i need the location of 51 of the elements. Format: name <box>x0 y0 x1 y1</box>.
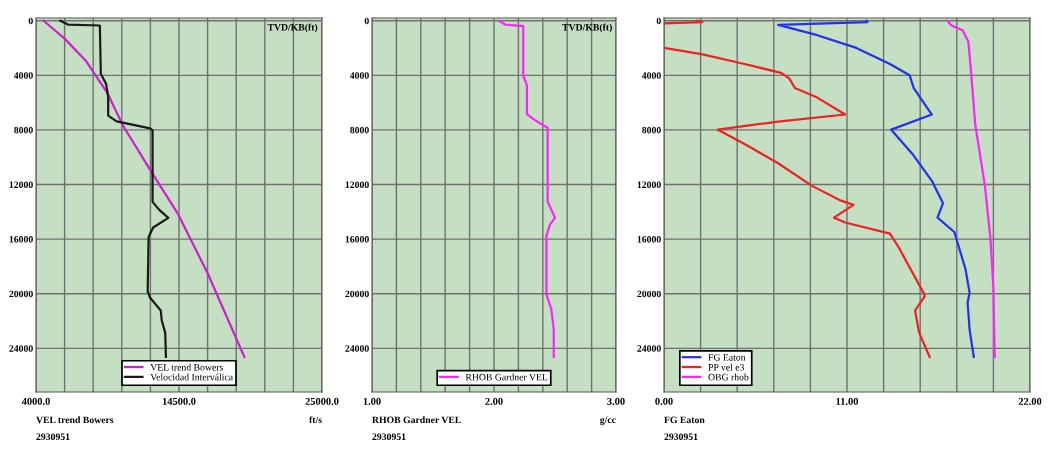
y-tick-label: 8000 <box>14 126 33 134</box>
y-tick-label: 12000 <box>9 181 33 188</box>
y-tick-label: 12000 <box>637 181 661 188</box>
y-tick-label: 12000 <box>345 181 369 188</box>
y-tick-label: 16000 <box>345 236 369 243</box>
x-axis-title: RHOB Gardner VEL <box>372 416 461 424</box>
legend-label: VEL trend Bowers <box>150 363 223 371</box>
x-tick-label: 25000.0 <box>305 397 339 405</box>
line-series <box>777 19 975 359</box>
y-axis-title: TVD/KB(ft) <box>267 23 318 33</box>
legend-label: OBG rhob <box>708 373 749 381</box>
x-tick-label: 22.00 <box>1018 397 1042 405</box>
y-tick-label: 24000 <box>637 345 661 352</box>
y-tick-label: 0 <box>656 17 661 25</box>
legend-label: RHOB Gardner VEL <box>465 373 548 381</box>
x-axis-title: FG Eaton <box>664 416 705 424</box>
x-tick-label: 0.00 <box>655 397 673 405</box>
x-tick-label: 1.00 <box>363 397 381 405</box>
line-series <box>42 19 246 359</box>
x-axis-title: VEL trend Bowers <box>36 416 114 424</box>
x-tick-label: 4000.0 <box>21 397 50 405</box>
y-tick-label: 20000 <box>345 290 369 298</box>
y-tick-label: 20000 <box>9 290 33 298</box>
x-tick-label: 2.00 <box>485 397 503 405</box>
x-tick-label: 14500.0 <box>162 397 196 405</box>
y-tick-label: 4000 <box>13 72 33 79</box>
y-axis-title: TVD/KB(ft) <box>562 23 612 33</box>
line-series <box>59 19 170 359</box>
y-tick-label: 24000 <box>345 345 369 352</box>
text: 2930951 <box>664 433 698 440</box>
legend-label: Velocidad Interválica <box>150 373 233 381</box>
y-tick-label: 16000 <box>9 236 33 243</box>
y-tick-label: 0 <box>364 17 369 25</box>
y-tick-label: 4000 <box>349 72 369 79</box>
text: 2930951 <box>36 433 70 440</box>
line-series <box>497 19 557 359</box>
text: g/cc <box>600 416 616 426</box>
legend-label: FG Eaton <box>708 354 746 361</box>
y-tick-label: 20000 <box>637 290 661 298</box>
x-tick-label: 3.00 <box>607 397 625 405</box>
y-tick-label: 8000 <box>350 126 369 134</box>
y-tick-label: 24000 <box>9 345 33 352</box>
y-tick-label: 4000 <box>641 72 661 79</box>
text: ft/s <box>309 416 322 424</box>
legend-label: PP vel e3 <box>708 363 745 371</box>
y-tick-label: 0 <box>28 17 33 25</box>
line-series <box>946 19 996 359</box>
x-tick-label: 11.00 <box>836 397 859 405</box>
y-tick-label: 8000 <box>642 126 661 134</box>
text: 2930951 <box>372 433 406 440</box>
y-tick-label: 16000 <box>637 236 661 243</box>
